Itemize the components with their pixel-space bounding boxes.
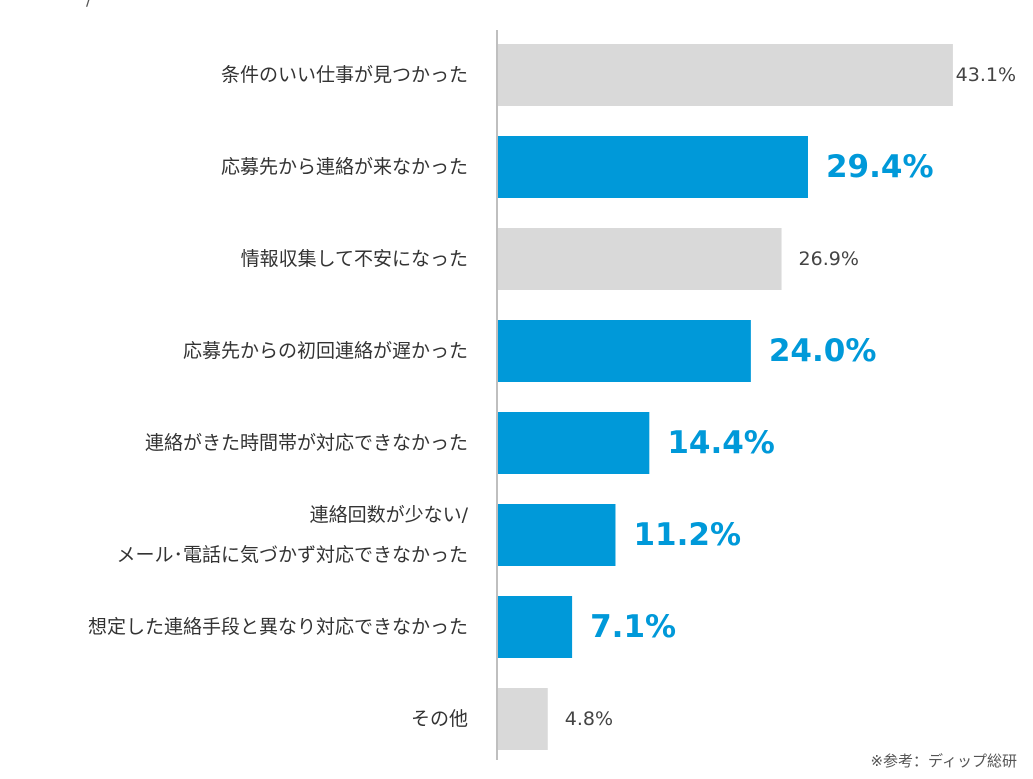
- category-label-5-line-1: メール･電話に気づかず対応できなかった: [116, 544, 468, 566]
- category-label-2: 情報収集して不安になった: [241, 248, 468, 270]
- source-note: ※参考：ディップ総研: [870, 752, 1017, 770]
- bar-6: [497, 596, 573, 658]
- value-label-3: 24.0%: [769, 333, 877, 369]
- category-label-3: 応募先からの初回連絡が遅かった: [183, 340, 468, 362]
- top-mark: /: [86, 0, 91, 9]
- value-label-7: 4.8%: [565, 708, 613, 730]
- value-label-0: 43.1%: [956, 64, 1016, 86]
- bar-3: [497, 320, 751, 382]
- category-label-4: 連絡がきた時間帯が対応できなかった: [145, 432, 468, 454]
- bar-1: [497, 136, 808, 198]
- value-label-2: 26.9%: [799, 248, 859, 270]
- value-label-4: 14.4%: [667, 425, 775, 461]
- value-labels-group: 43.1% 29.4% 26.9% 24.0% 14.4% 11.2% 7.1% 4.8%: [565, 64, 1016, 730]
- bar-5: [497, 504, 616, 566]
- category-label-5-line-0: 連絡回数が少ない/: [310, 504, 469, 526]
- category-label-6: 想定した連絡手段と異なり対応できなかった: [88, 616, 468, 638]
- value-label-1: 29.4%: [826, 149, 934, 185]
- value-label-5: 11.2%: [633, 517, 741, 553]
- bar-0: [497, 44, 953, 106]
- value-label-6: 7.1%: [590, 609, 676, 645]
- bar-7: [497, 688, 548, 750]
- category-label-7: その他: [411, 708, 468, 730]
- category-label-1: 応募先から連絡が来なかった: [221, 156, 468, 178]
- bar-2: [497, 228, 782, 290]
- bars-group: [497, 44, 953, 750]
- category-label-0: 条件のいい仕事が見つかった: [221, 64, 468, 86]
- category-labels-group: 条件のいい仕事が見つかった応募先から連絡が来なかった情報収集して不安になった応募…: [88, 64, 469, 730]
- bar-4: [497, 412, 650, 474]
